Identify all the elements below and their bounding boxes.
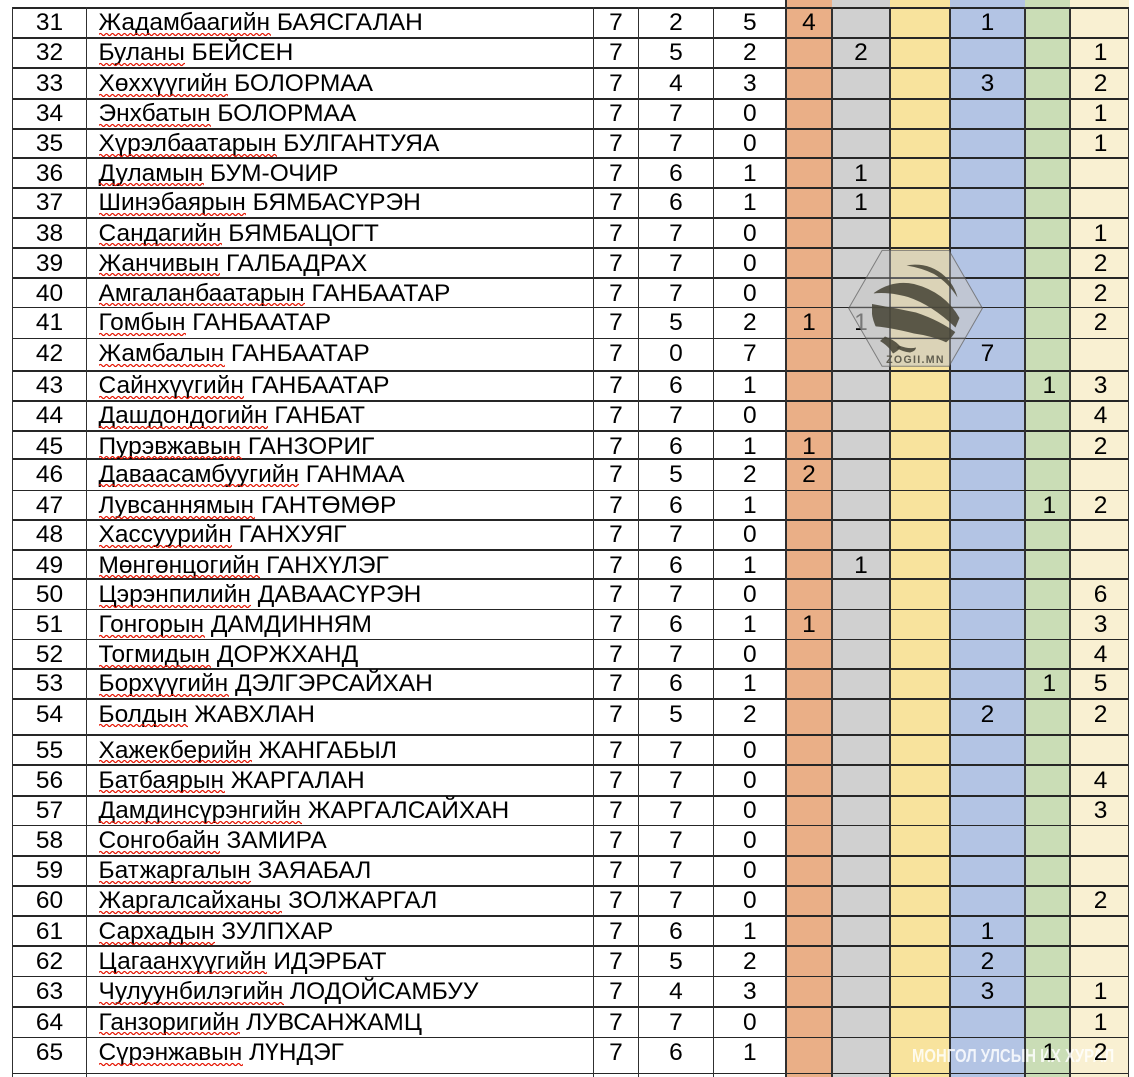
svg-text:ZOGII.MN: ZOGII.MN [886, 354, 945, 366]
